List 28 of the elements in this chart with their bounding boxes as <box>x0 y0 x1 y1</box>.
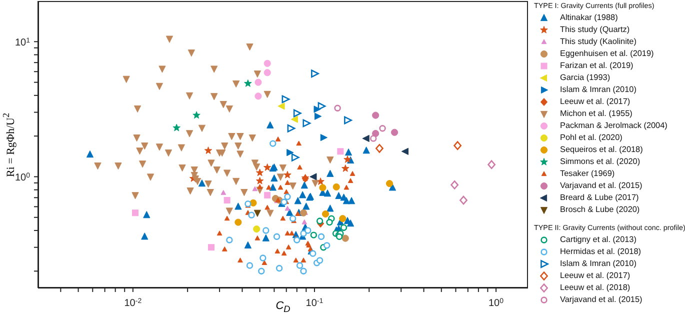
x-axis-title: C$_{D}$ <box>276 300 290 314</box>
legend-label: Packman & Jerolmack (2004) <box>560 120 668 132</box>
legend-label: Simmons et al. (2020) <box>560 156 640 168</box>
legend-label: Varjavand et al. (2015) <box>560 294 642 306</box>
legend-label: Varjavand et al. (2015) <box>560 180 642 192</box>
legend-label: This study (Kaolinite) <box>560 36 636 48</box>
x-tick-label: 10$^{-2}$ <box>124 298 142 309</box>
legend-label: Garcia (1993) <box>560 72 610 84</box>
legend-label: Tesaker (1969) <box>560 168 615 180</box>
legend-label: Sequeiros et al. (2018) <box>560 144 643 156</box>
x-tick-label: 10$^{-1}$ <box>306 298 324 309</box>
y-tick-label: 10$^{1}$ <box>14 37 30 49</box>
legend-label: Hermidas et al. (2018) <box>560 246 641 258</box>
legend-label: Leeuw et al. (2017) <box>560 96 630 108</box>
legend-label: Michon et al. (1955) <box>560 108 632 120</box>
legend-label: Islam & Imran (2010) <box>560 258 636 270</box>
legend-label: Brosch & Lube (2020) <box>560 204 640 216</box>
legend-label: Pohl et al. (2020) <box>560 132 622 144</box>
legend-label: Breard & Lube (2017) <box>560 192 639 204</box>
legend-label: Farizan et al. (2019) <box>560 60 634 72</box>
legend-label: This study (Quartz) <box>560 24 630 36</box>
legend-label: Altinakar (1988) <box>560 12 618 24</box>
legend-label: Cartigny et al. (2013) <box>560 234 636 246</box>
legend-label: Eggenhuisen et al. (2019) <box>560 48 654 60</box>
legend-label: Leeuw et al. (2017) <box>560 270 630 282</box>
x-tick-label: 10$^{0}$ <box>488 298 504 309</box>
legend-label: Islam & Imran (2010) <box>560 84 636 96</box>
legend-label: Leeuw et al. (2018) <box>560 282 630 294</box>
